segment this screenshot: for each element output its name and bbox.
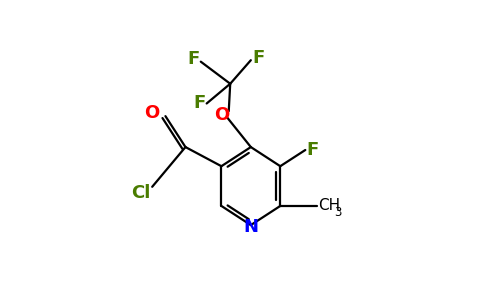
Text: F: F <box>307 141 319 159</box>
Text: O: O <box>214 106 229 124</box>
Text: O: O <box>144 103 160 122</box>
Text: F: F <box>187 50 199 68</box>
Text: CH: CH <box>318 198 341 213</box>
Text: F: F <box>193 94 205 112</box>
Text: 3: 3 <box>334 206 341 219</box>
Text: F: F <box>252 49 265 67</box>
Text: N: N <box>243 218 258 236</box>
Text: Cl: Cl <box>131 184 151 202</box>
